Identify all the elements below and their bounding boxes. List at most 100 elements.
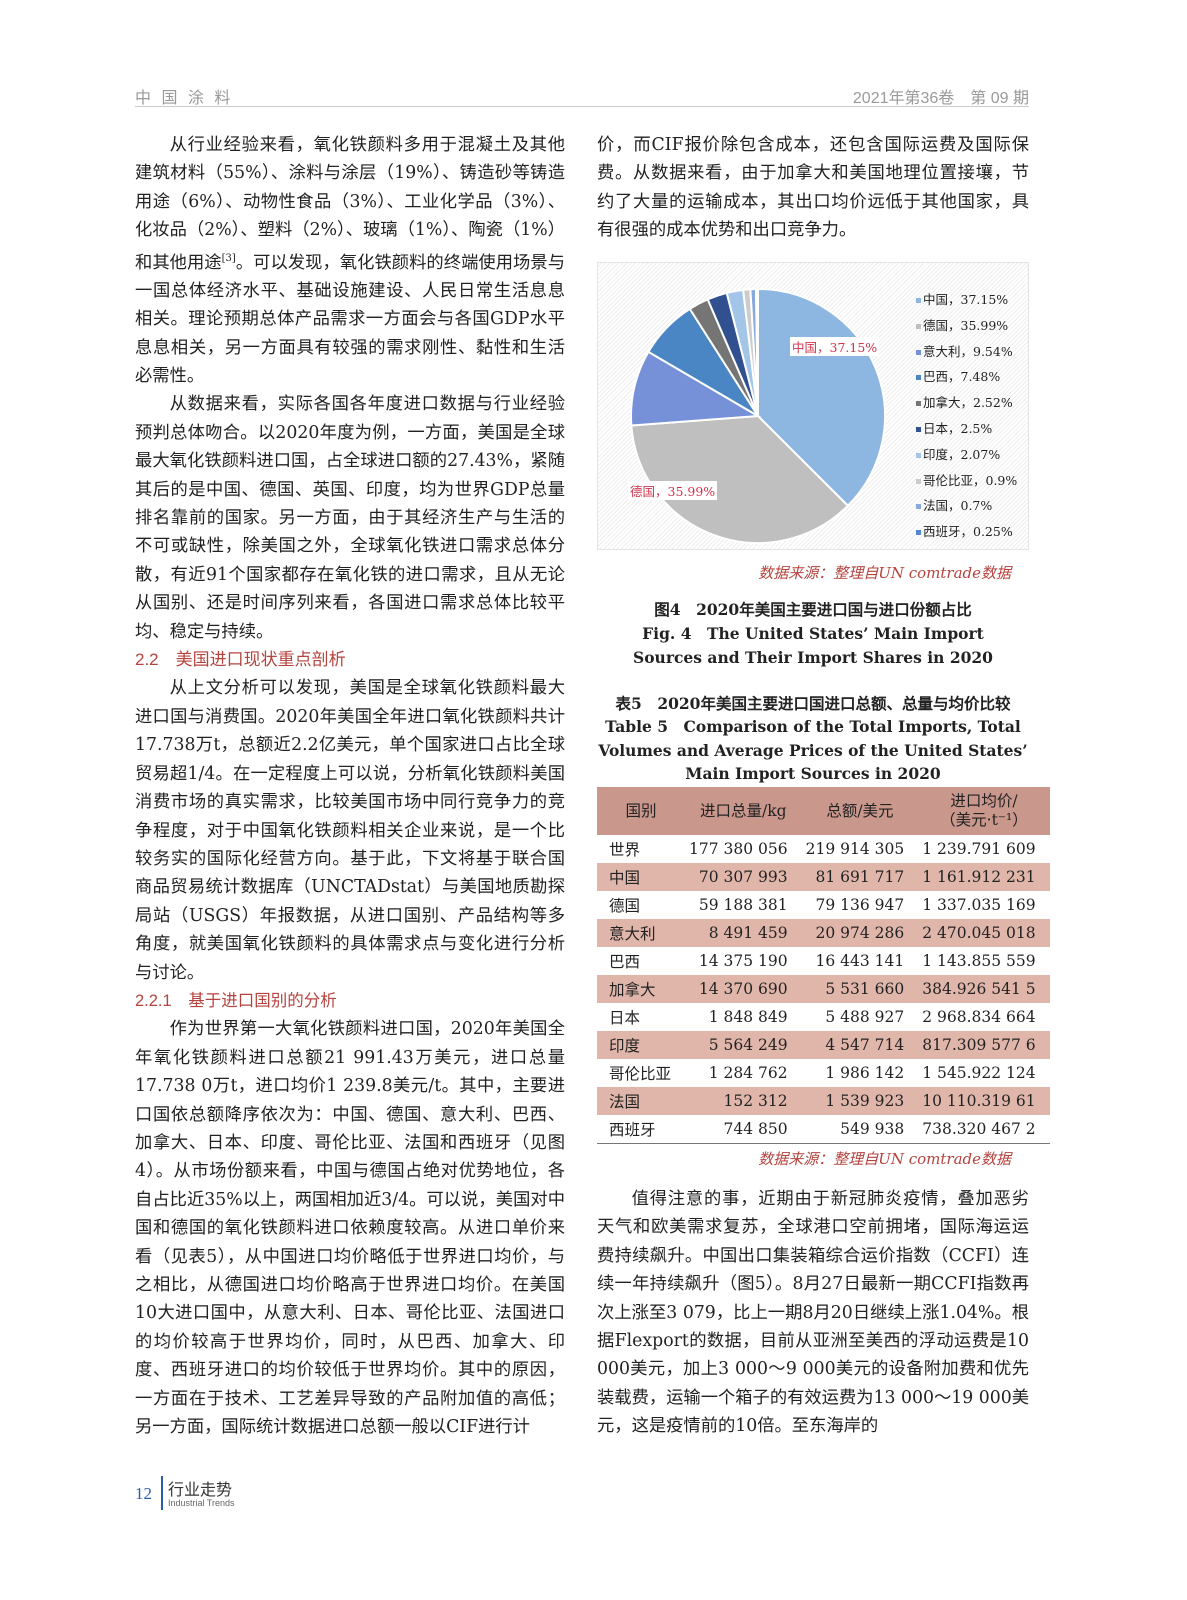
- text: 从行业经验来看，氧化铁颜料多用于混凝土及其他建筑材料（55%）、涂料与涂层（19…: [135, 135, 565, 273]
- table-cell: 加拿大: [597, 975, 686, 1003]
- table-cell: 1 848 849: [708, 1008, 788, 1026]
- legend-swatch: [916, 530, 921, 536]
- table-cell: 152 312: [685, 1087, 802, 1115]
- table-cell: 20 974 286: [801, 919, 919, 947]
- legend-swatch: [916, 298, 921, 303]
- table-cell: 738.320 467 2: [918, 1115, 1050, 1144]
- pie-slice-意大利: [630, 350, 762, 427]
- table-cell: 70 307 993: [685, 863, 802, 891]
- table-cell: 177 380 056: [689, 840, 788, 858]
- table-cell: 1 239.791 609: [922, 840, 1036, 858]
- table-cell: 1 539 923: [801, 1087, 919, 1115]
- page-number: 12: [135, 1484, 152, 1503]
- table-row: 印度 5 564 249 4 547 714 817.309 577 6: [597, 1031, 1050, 1059]
- section-name: 行业走势: [168, 1482, 233, 1499]
- table-cell: 8 491 459: [685, 919, 802, 947]
- header-line: 进口均价/: [950, 792, 1018, 810]
- legend-label: 德国，35.99%: [923, 317, 1009, 333]
- table-cell: 79 136 947: [815, 896, 905, 914]
- table-row: 法国 152 312 1 539 923 10 110.319 61: [597, 1087, 1050, 1115]
- legend-label: 哥伦比亚，0.9%: [923, 472, 1018, 488]
- table-cell: 5 488 927: [825, 1008, 905, 1026]
- table-row: 哥伦比亚 1 284 762 1 986 142 1 545.922 124: [597, 1059, 1050, 1087]
- table-cell: 817.309 577 6: [918, 1031, 1050, 1059]
- table-caption-en: Table 5 Comparison of the Total Imports,…: [598, 717, 1028, 783]
- text: 。可以发现，氧化铁颜料的终端使用场景与一国总体经济水平、基础设施建设、人民日常生…: [135, 252, 565, 387]
- legend-label: 意大利，9.54%: [923, 343, 1013, 359]
- table-row: 加拿大 14 370 690 5 531 660 384.926 541 5: [597, 975, 1050, 1003]
- legend-item: 哥伦比亚，0.9%: [916, 468, 1017, 494]
- legend-item: 加拿大，2.52%: [916, 390, 1017, 416]
- table-cell: 日本: [609, 1009, 641, 1027]
- table-cell: 1 143.855 559: [922, 952, 1036, 970]
- legend-swatch: [916, 323, 921, 329]
- paragraph: 从上文分析可以发现，美国是全球氧化铁颜料最大进口国与消费国。2020年美国全年进…: [135, 678, 565, 983]
- legend-item: 法国，0.7%: [916, 493, 1017, 519]
- legend-label: 中国，37.15%: [923, 292, 1009, 307]
- table-cell: 1 161.912 231: [918, 863, 1050, 891]
- legend-swatch: [916, 375, 921, 381]
- citation: [3]: [221, 252, 236, 264]
- pie-svg: [630, 287, 886, 544]
- table-cell: 巴西: [609, 953, 641, 971]
- table-cell: 1 986 142: [825, 1064, 905, 1082]
- table-cell: 14 375 190: [698, 952, 788, 970]
- legend-item: 西班牙，0.25%: [916, 519, 1017, 545]
- section-heading: 2.2 美国进口现状重点剖析: [135, 650, 346, 670]
- legend-item: 德国，35.99%: [916, 313, 1017, 339]
- figure-caption-en: Fig. 4 The United States’ Main Import So…: [633, 624, 993, 667]
- table-cell: 744 850: [685, 1115, 802, 1144]
- paragraph: 值得注意的事，近期由于新冠肺炎疫情，叠加恶劣天气和欧美需求复苏，全球港口空前拥堵…: [597, 1189, 1029, 1437]
- table-cell: 5 531 660: [801, 975, 919, 1003]
- table-cell: 意大利: [597, 919, 686, 947]
- legend-item: 印度，2.07%: [916, 442, 1017, 468]
- legend-label: 加拿大，2.52%: [923, 395, 1013, 411]
- legend-label: 西班牙，0.25%: [923, 524, 1013, 540]
- table-row: 意大利 8 491 459 20 974 286 2 470.045 018: [597, 919, 1050, 947]
- table-cell: 549 938: [801, 1115, 919, 1144]
- section-name-en: Industrial Trends: [168, 1498, 235, 1508]
- table-cell: 5 564 249: [685, 1031, 802, 1059]
- table-cell: 2 470.045 018: [918, 919, 1050, 947]
- data-label-china: 中国，37.15%: [790, 337, 880, 356]
- table-cell: 1 284 762: [708, 1064, 788, 1082]
- legend-item: 中国，37.15%: [916, 287, 1017, 313]
- table-source: 数据来源：整理自UN comtrade数据: [758, 1150, 1011, 1168]
- paragraph: 从行业经验来看，氧化铁颜料多用于混凝土及其他建筑材料（55%）、涂料与涂层（19…: [135, 131, 565, 390]
- figure-source: 数据来源：整理自UN comtrade数据: [758, 564, 1011, 582]
- table-cell: 印度: [597, 1031, 686, 1059]
- right-column-top: 价，而CIF报价除包含成本，还包含国际运费及国际保费。从数据来看，由于加拿大和美…: [597, 131, 1029, 245]
- paragraph: 价，而CIF报价除包含成本，还包含国际运费及国际保费。从数据来看，由于加拿大和美…: [597, 135, 1029, 241]
- figure-caption-cn: 图4 2020年美国主要进口国与进口份额占比: [654, 600, 972, 619]
- table-caption-cn: 表5 2020年美国主要进口国进口总额、总量与均价比较: [615, 694, 1011, 713]
- header-divider: [135, 106, 1029, 107]
- pie-slice-德国: [630, 414, 850, 544]
- subsection-heading: 2.2.1 基于进口国别的分析: [135, 991, 337, 1010]
- col-header: 总额/美元: [801, 787, 919, 835]
- legend-swatch: [916, 504, 921, 510]
- legend-swatch: [916, 452, 921, 458]
- paragraph: 作为世界第一大氧化铁颜料进口国，2020年美国全年氧化铁颜料进口总额21 991…: [135, 1019, 565, 1438]
- col-header: 进口总量/kg: [685, 787, 802, 835]
- table-row: 德国 59 188 381 79 136 947 1 337.035 169: [597, 891, 1050, 919]
- header-line: （美元·t⁻¹）: [940, 811, 1028, 829]
- legend-swatch: [916, 401, 921, 407]
- legend-label: 印度，2.07%: [923, 446, 1001, 462]
- table-cell: 法国: [597, 1087, 686, 1115]
- table-cell: 384.926 541 5: [918, 975, 1050, 1003]
- table-cell: 81 691 717: [801, 863, 919, 891]
- left-column: 从行业经验来看，氧化铁颜料多用于混凝土及其他建筑材料（55%）、涂料与涂层（19…: [135, 131, 565, 1441]
- table-cell: 219 914 305: [805, 840, 905, 858]
- col-header: 国别: [597, 787, 686, 835]
- issue-info: 2021年第36卷 第 09 期: [852, 90, 1029, 107]
- import-table: 国别 进口总量/kg 总额/美元 进口均价/（美元·t⁻¹） 世界 177 380…: [597, 787, 1050, 1144]
- table-row: 中国 70 307 993 81 691 717 1 161.912 231: [597, 863, 1050, 891]
- table-cell: 16 443 141: [815, 952, 905, 970]
- paragraph: 从数据来看，实际各国各年度进口数据与行业经验预判总体吻合。以2020年度为例，一…: [135, 394, 565, 642]
- legend-label: 法国，0.7%: [923, 498, 993, 514]
- chart-legend: 中国，37.15% 德国，35.99% 意大利，9.54% 巴西，7.48% 加拿大，2…: [916, 287, 1017, 545]
- table-cell: 1 337.035 169: [922, 896, 1036, 914]
- legend-swatch: [916, 478, 921, 484]
- table-cell: 德国: [609, 897, 641, 915]
- table-row: 世界 177 380 056 219 914 305 1 239.791 609: [597, 835, 1050, 863]
